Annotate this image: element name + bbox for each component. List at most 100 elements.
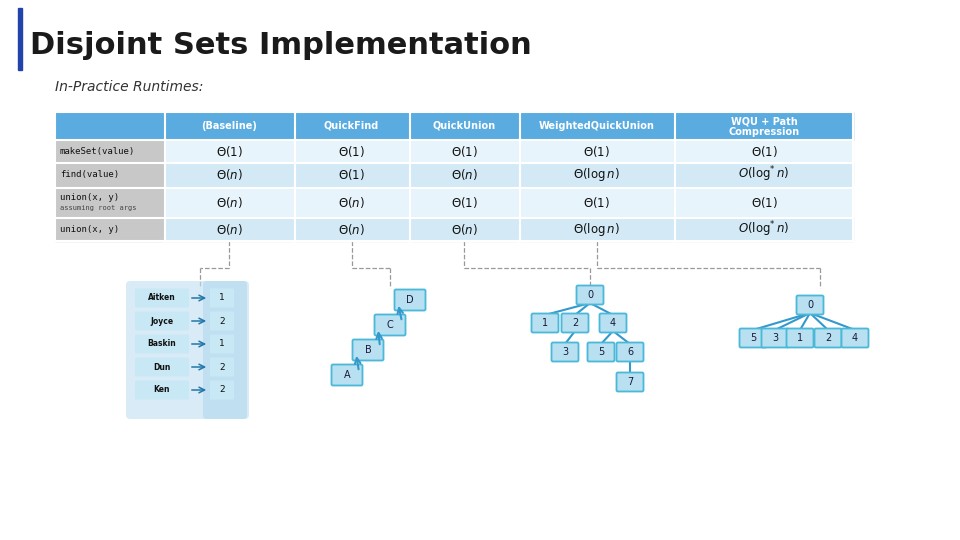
FancyBboxPatch shape: [797, 295, 824, 314]
FancyBboxPatch shape: [532, 314, 559, 333]
Bar: [675, 218, 853, 241]
Text: 3: 3: [772, 333, 778, 343]
Text: $\Theta(n)$: $\Theta(n)$: [338, 195, 365, 211]
Text: (Baseline): (Baseline): [201, 121, 257, 131]
Bar: [55, 112, 163, 140]
Bar: [55, 163, 163, 186]
Text: 2: 2: [219, 316, 225, 326]
Text: Dun: Dun: [154, 362, 171, 372]
Bar: [165, 140, 293, 163]
Text: 5: 5: [750, 333, 756, 343]
Text: union(x, y): union(x, y): [60, 225, 119, 234]
Bar: [165, 188, 293, 218]
FancyBboxPatch shape: [210, 312, 234, 330]
FancyBboxPatch shape: [135, 334, 189, 354]
Bar: [410, 218, 518, 241]
Text: 0: 0: [807, 300, 813, 310]
Text: Disjoint Sets Implementation: Disjoint Sets Implementation: [30, 31, 532, 60]
Text: B: B: [365, 345, 372, 355]
Text: 7: 7: [627, 377, 634, 387]
Text: $\Theta(n)$: $\Theta(n)$: [338, 222, 365, 237]
Text: 6: 6: [627, 347, 633, 357]
FancyBboxPatch shape: [739, 328, 766, 348]
Text: 0: 0: [587, 290, 593, 300]
Text: $\Theta(1)$: $\Theta(1)$: [450, 144, 477, 159]
FancyBboxPatch shape: [551, 342, 579, 361]
Text: find(value): find(value): [60, 170, 119, 179]
Text: $\Theta(1)$: $\Theta(1)$: [338, 144, 365, 159]
FancyBboxPatch shape: [842, 328, 869, 348]
Bar: [55, 188, 163, 218]
Text: $\Theta(1)$: $\Theta(1)$: [216, 144, 243, 159]
FancyBboxPatch shape: [135, 312, 189, 330]
Text: Baskin: Baskin: [148, 340, 177, 348]
FancyBboxPatch shape: [210, 288, 234, 307]
Bar: [675, 112, 853, 140]
FancyBboxPatch shape: [786, 328, 813, 348]
Bar: [165, 163, 293, 186]
Text: $O(\log^* n)$: $O(\log^* n)$: [738, 220, 790, 239]
Text: D: D: [406, 295, 414, 305]
Bar: [520, 218, 673, 241]
Text: 2: 2: [572, 318, 578, 328]
Bar: [520, 163, 673, 186]
Bar: [520, 112, 673, 140]
FancyBboxPatch shape: [616, 342, 643, 361]
Bar: [295, 140, 408, 163]
Bar: [410, 188, 518, 218]
FancyBboxPatch shape: [761, 328, 788, 348]
Bar: [55, 140, 163, 163]
Text: Joyce: Joyce: [151, 316, 174, 326]
Text: 5: 5: [598, 347, 604, 357]
FancyBboxPatch shape: [210, 381, 234, 400]
Text: $\Theta(n)$: $\Theta(n)$: [216, 195, 243, 211]
Bar: [18, 8, 22, 70]
Text: $\Theta(1)$: $\Theta(1)$: [751, 195, 778, 211]
FancyBboxPatch shape: [352, 340, 383, 361]
FancyBboxPatch shape: [395, 289, 425, 310]
FancyBboxPatch shape: [562, 314, 588, 333]
Bar: [520, 188, 673, 218]
Text: WQU + Path: WQU + Path: [731, 116, 798, 126]
Text: union(x, y): union(x, y): [60, 193, 119, 202]
Text: 1: 1: [219, 294, 225, 302]
Bar: [675, 163, 853, 186]
FancyBboxPatch shape: [577, 286, 604, 305]
FancyBboxPatch shape: [203, 281, 247, 419]
Text: assuming root args: assuming root args: [60, 205, 136, 211]
FancyBboxPatch shape: [616, 373, 643, 392]
Text: 1: 1: [542, 318, 548, 328]
Text: $\Theta(n)$: $\Theta(n)$: [450, 167, 477, 182]
Text: $\Theta(\log n)$: $\Theta(\log n)$: [573, 166, 620, 183]
FancyBboxPatch shape: [135, 357, 189, 376]
Text: In-Practice Runtimes:: In-Practice Runtimes:: [55, 80, 204, 94]
FancyBboxPatch shape: [814, 328, 842, 348]
Text: C: C: [387, 320, 394, 330]
Text: 1: 1: [797, 333, 804, 343]
Text: $\Theta(n)$: $\Theta(n)$: [216, 222, 243, 237]
Text: 3: 3: [562, 347, 568, 357]
Text: 4: 4: [852, 333, 858, 343]
Bar: [520, 140, 673, 163]
Bar: [295, 218, 408, 241]
Text: $\Theta(1)$: $\Theta(1)$: [450, 195, 477, 211]
Bar: [410, 140, 518, 163]
Text: 4: 4: [610, 318, 616, 328]
Text: $\Theta(1)$: $\Theta(1)$: [338, 167, 365, 182]
Bar: [295, 112, 408, 140]
Text: makeSet(value): makeSet(value): [60, 147, 135, 156]
Bar: [410, 112, 518, 140]
Text: QuickUnion: QuickUnion: [432, 121, 495, 131]
FancyBboxPatch shape: [331, 364, 363, 386]
Text: Aitken: Aitken: [148, 294, 176, 302]
Bar: [675, 188, 853, 218]
Bar: [675, 140, 853, 163]
Text: QuickFind: QuickFind: [324, 121, 379, 131]
FancyBboxPatch shape: [374, 314, 405, 335]
FancyBboxPatch shape: [599, 314, 627, 333]
FancyBboxPatch shape: [135, 288, 189, 307]
Bar: [410, 163, 518, 186]
Text: Ken: Ken: [154, 386, 170, 395]
Text: $\Theta(1)$: $\Theta(1)$: [583, 144, 610, 159]
Text: 2: 2: [219, 362, 225, 372]
